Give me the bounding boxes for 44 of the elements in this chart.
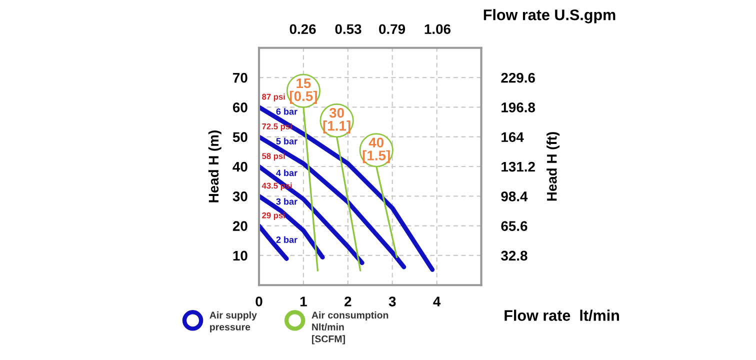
x2-tick-label: 0.53 <box>335 24 362 34</box>
x2-tick-label: 0.79 <box>379 24 406 34</box>
x-tick-label: 0 <box>256 296 262 306</box>
series-label: 30 [1.1] <box>323 108 350 134</box>
series-label: 6 bar <box>276 108 298 115</box>
x2-tick-label: 0.26 <box>290 24 316 34</box>
y2-tick-label: 164 <box>502 132 524 142</box>
y-tick-label: 20 <box>232 221 248 231</box>
text: Air consumption Nlt/min [SCFM] <box>312 311 388 344</box>
series-label: 3 bar <box>276 198 298 205</box>
line-series <box>259 194 325 260</box>
x-tick-label: 3 <box>388 296 396 306</box>
series-label: 5 bar <box>276 138 298 144</box>
y-tick-label: 60 <box>232 102 248 112</box>
y-axis-title: Head H (m) <box>208 130 222 202</box>
x-axis-title: Flow rate lt/min <box>504 310 619 322</box>
annotation: 58 psi <box>262 152 285 161</box>
y2-tick-label: 229.6 <box>501 72 535 83</box>
y2-axis-title: Head H (ft) <box>546 132 560 201</box>
series-label: 2 bar <box>276 236 298 243</box>
line-series <box>259 104 435 272</box>
y-tick-label: 30 <box>232 191 248 202</box>
series-label: 4 bar <box>276 170 298 176</box>
y-tick-label: 40 <box>232 162 248 172</box>
y2-tick-label: 98.4 <box>501 191 528 202</box>
annotation: 29 psi <box>262 212 285 220</box>
x2-axis-title: Flow rate U.S.gpm <box>484 9 616 24</box>
y2-tick-label: 196.8 <box>502 102 536 112</box>
series-label: 40 [1.5] <box>362 138 390 164</box>
x-tick-label: 2 <box>344 296 352 306</box>
line-series <box>259 164 364 266</box>
annotation: 87 psi <box>262 94 285 102</box>
text: Air supply pressure <box>210 311 257 332</box>
y2-tick-label: 32.8 <box>501 250 528 261</box>
y2-tick-label: 65.6 <box>501 221 528 231</box>
y2-tick-label: 131.2 <box>502 162 535 172</box>
series-label: 15 [0.5] <box>290 78 317 104</box>
y-tick-label: 70 <box>233 72 248 83</box>
line-series <box>259 134 406 270</box>
y-tick-label: 10 <box>233 250 248 261</box>
x-tick-label: 1 <box>300 296 307 306</box>
x-tick-label: 4 <box>433 296 441 306</box>
y-tick-label: 50 <box>232 132 248 142</box>
x2-tick-label: 1.06 <box>424 24 451 34</box>
